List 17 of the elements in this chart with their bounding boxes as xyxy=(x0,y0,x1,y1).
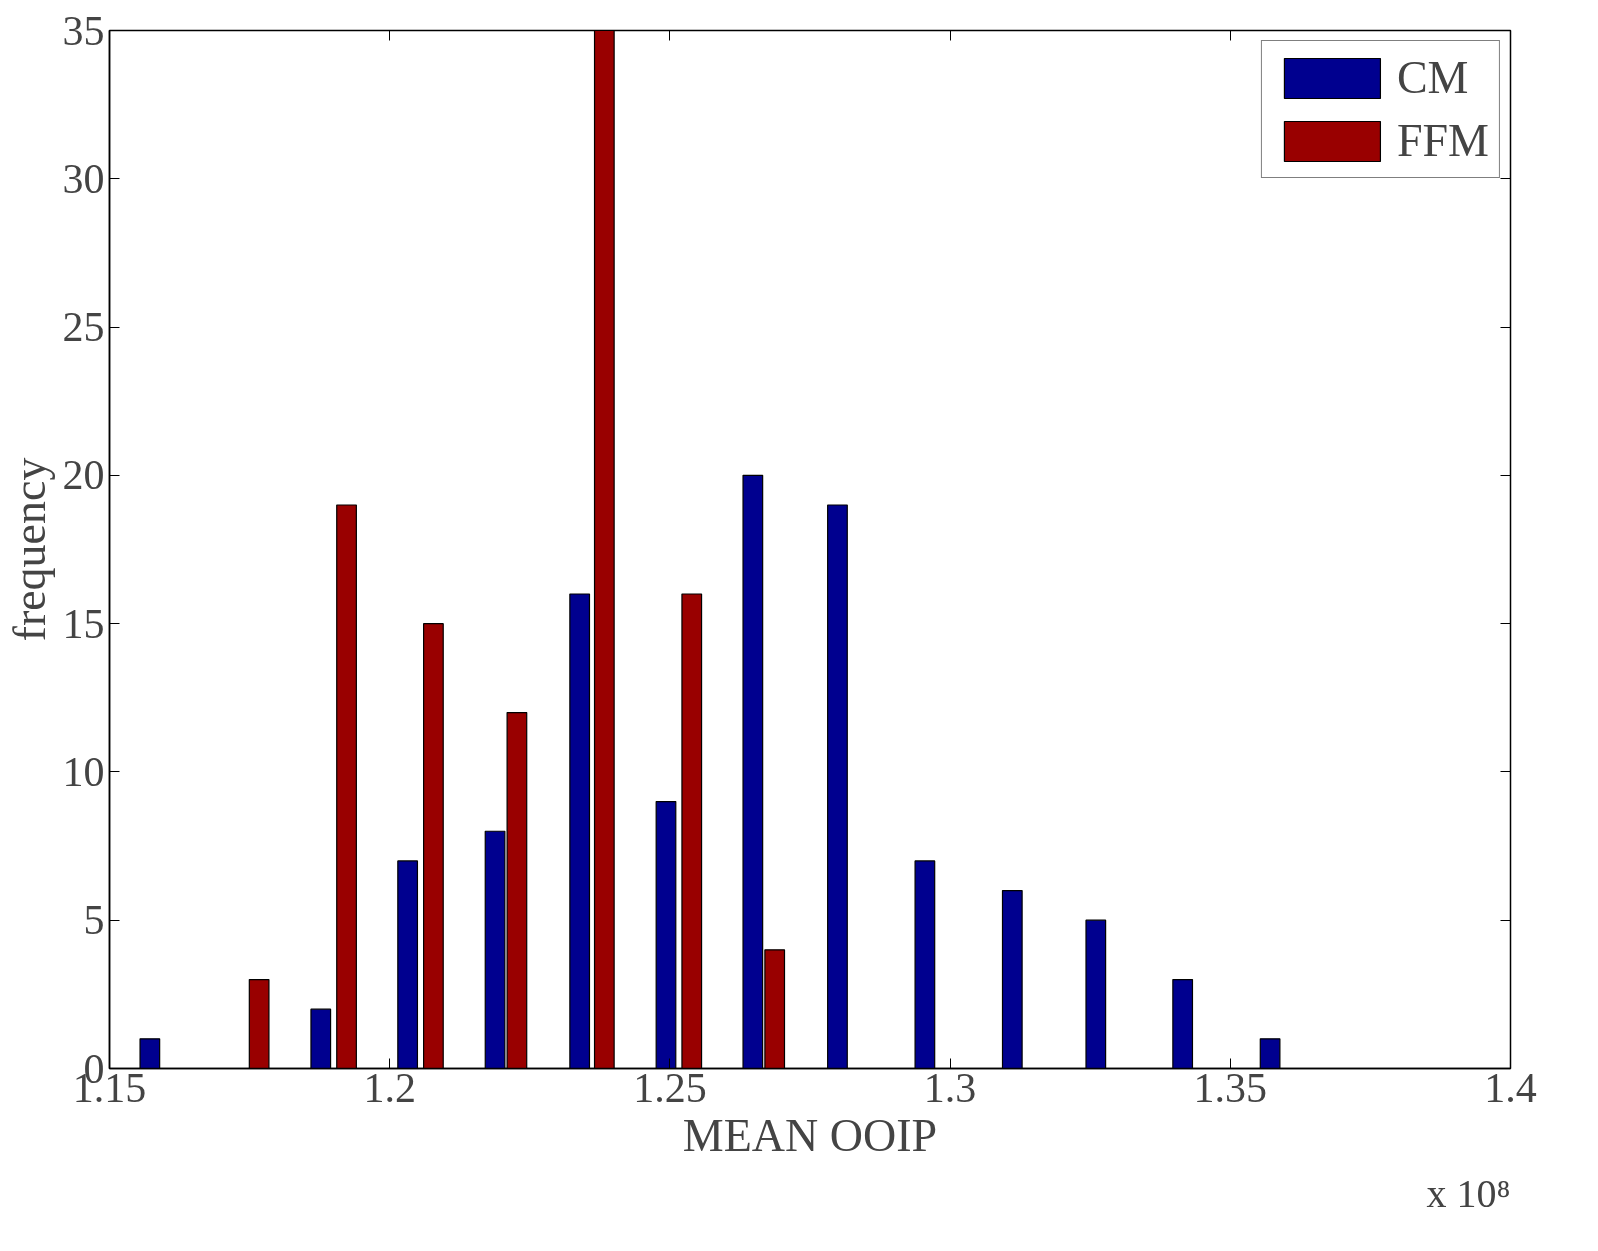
y-tick-label: 35 xyxy=(62,7,105,54)
y-tick-label: 15 xyxy=(62,600,105,647)
legend-label: FFM xyxy=(1396,114,1489,167)
x-tick-label: 1.3 xyxy=(923,1064,977,1111)
y-tick-label: 30 xyxy=(62,155,105,202)
x-tick-label: 1.4 xyxy=(1484,1064,1537,1111)
legend-label: CM xyxy=(1396,51,1469,104)
x-tick-label: 1.2 xyxy=(363,1064,416,1111)
y-tick-label: 5 xyxy=(83,897,105,944)
y-tick-label: 10 xyxy=(62,748,105,795)
x-tick-label: 1.35 xyxy=(1193,1064,1268,1111)
y-axis-title: frequency xyxy=(3,457,55,642)
x-tick-label: 1.25 xyxy=(633,1064,707,1111)
y-tick-label: 25 xyxy=(62,304,105,351)
text: x 10⁸ xyxy=(1426,1170,1511,1216)
x-axis-title: MEAN OOIP xyxy=(682,1109,938,1161)
y-tick-label: 20 xyxy=(62,452,105,499)
